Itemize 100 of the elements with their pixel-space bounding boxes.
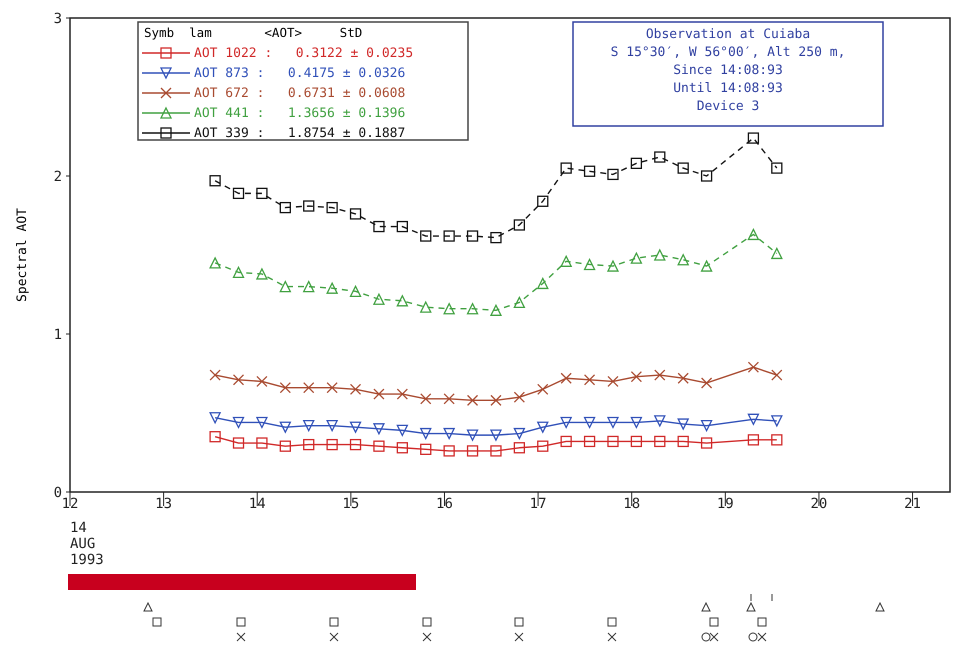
point <box>771 162 782 174</box>
point <box>373 423 385 434</box>
legend-label: AOT 873 : 0.4175 ± 0.0326 <box>194 66 406 81</box>
point <box>444 445 455 457</box>
y-tick-label: 2 <box>54 169 62 185</box>
point <box>232 374 244 386</box>
point <box>232 188 244 200</box>
x-tick-label: 17 <box>530 496 547 512</box>
point <box>560 162 572 174</box>
point <box>444 393 455 404</box>
point <box>771 434 782 446</box>
point <box>444 428 455 440</box>
point <box>678 372 689 384</box>
point <box>256 416 268 428</box>
x-tick-label: 13 <box>155 496 172 512</box>
point <box>514 428 526 440</box>
y-tick-label: 3 <box>54 11 62 27</box>
point <box>630 158 642 170</box>
point <box>326 438 338 450</box>
point <box>373 388 385 400</box>
point <box>396 424 408 436</box>
point <box>350 208 362 220</box>
annotation: Device 3 <box>696 99 760 114</box>
point <box>607 436 619 448</box>
point <box>654 151 666 163</box>
point <box>232 437 244 449</box>
point <box>209 369 221 381</box>
point <box>537 422 548 433</box>
point <box>280 280 291 292</box>
point <box>654 369 666 381</box>
point <box>514 296 526 308</box>
point <box>654 415 666 427</box>
point <box>490 394 502 406</box>
point <box>654 249 666 261</box>
point <box>350 384 362 395</box>
point <box>373 294 385 305</box>
point <box>326 420 338 432</box>
point <box>560 416 572 428</box>
point <box>771 415 782 427</box>
point <box>303 280 314 292</box>
point <box>630 416 642 428</box>
point <box>748 132 760 144</box>
point <box>256 437 268 449</box>
annotation: S 15°30′, W 56°00′, Alt 250 m, <box>610 45 846 60</box>
point <box>584 436 596 448</box>
point <box>466 429 478 441</box>
point <box>420 444 432 455</box>
point <box>630 436 642 448</box>
x-axis-title: 14 AUG 1993 <box>70 520 104 568</box>
point <box>678 436 689 448</box>
point <box>326 382 338 394</box>
point <box>584 166 596 177</box>
point <box>303 420 314 432</box>
point <box>350 422 362 433</box>
legend-label: AOT 441 : 1.3656 ± 0.1396 <box>194 106 406 121</box>
point <box>771 248 782 260</box>
point <box>584 416 596 428</box>
point <box>303 382 314 394</box>
point <box>537 440 548 452</box>
point <box>466 303 478 314</box>
point <box>256 188 268 200</box>
point <box>584 374 596 386</box>
point <box>396 442 408 454</box>
y-axis-title: Spectral AOT <box>15 208 30 302</box>
point <box>420 301 432 313</box>
legend-label: AOT 672 : 0.6731 ± 0.0608 <box>194 86 406 101</box>
point <box>678 162 689 174</box>
point <box>256 376 268 388</box>
point <box>466 230 478 242</box>
point <box>280 422 291 433</box>
annotation: Since 14:08:93 <box>673 63 783 78</box>
point <box>373 220 385 232</box>
point <box>232 266 244 278</box>
point <box>700 260 712 272</box>
legend-label: AOT 1022 : 0.3122 ± 0.0235 <box>194 46 414 61</box>
point <box>490 445 502 457</box>
y-tick-label: 0 <box>54 485 62 501</box>
x-tick-label: 12 <box>62 496 78 512</box>
point <box>396 388 408 400</box>
point <box>396 220 408 232</box>
point <box>420 393 432 404</box>
point <box>466 394 478 406</box>
point <box>537 384 548 395</box>
annotation: Until 14:08:93 <box>673 81 783 96</box>
point <box>700 420 712 432</box>
point <box>748 362 760 373</box>
x-tick-label: 21 <box>904 496 921 512</box>
point <box>771 369 782 381</box>
point <box>700 377 712 389</box>
point <box>490 232 502 244</box>
point <box>420 428 432 440</box>
point <box>537 278 548 290</box>
point <box>232 416 244 428</box>
point <box>420 230 432 242</box>
point <box>584 258 596 270</box>
point <box>514 442 526 454</box>
point <box>280 382 291 394</box>
x-tick-label: 19 <box>716 496 734 512</box>
x-tick-label: 18 <box>623 496 640 512</box>
point <box>700 437 712 449</box>
